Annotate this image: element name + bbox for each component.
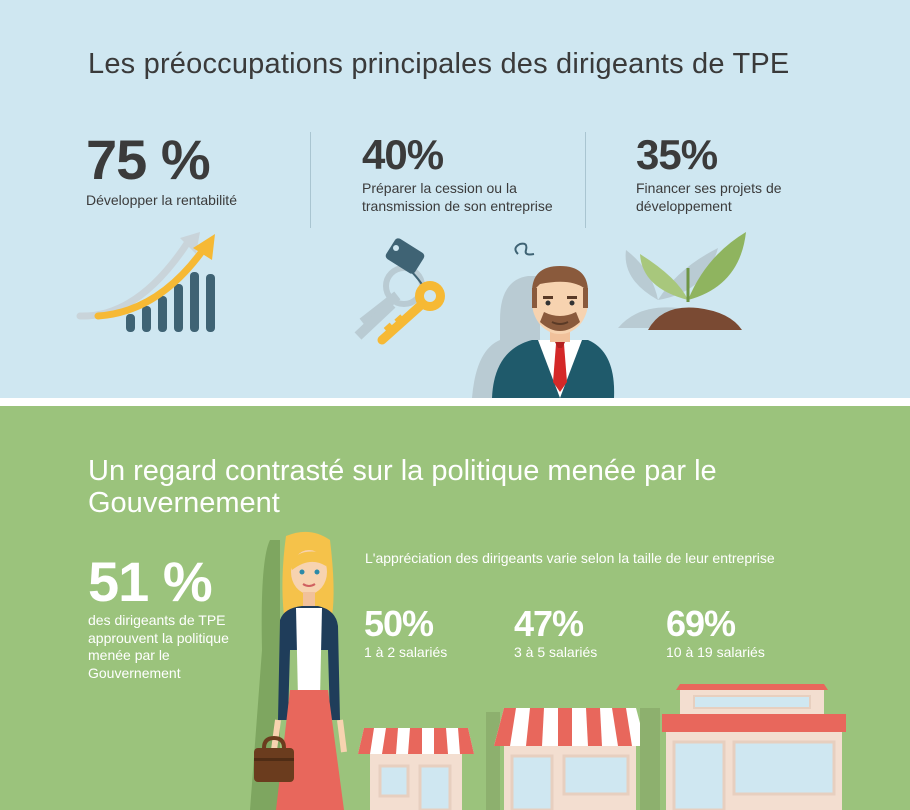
small-shop-icon: [358, 728, 474, 810]
stat-value: 75 %: [86, 128, 211, 191]
stat-label: Développer la rentabilité: [86, 192, 237, 208]
section-title: Les préoccupations principales des dirig…: [88, 48, 790, 80]
section-divider: [0, 398, 910, 406]
keys-icon: [354, 238, 445, 345]
stat-label: Financer ses projets de développement: [636, 180, 782, 214]
stat-value: 69%: [666, 603, 736, 644]
stat-approval: 51 % des dirigeants de TPE approuvent la…: [88, 554, 258, 682]
stat-value: 35%: [636, 131, 718, 178]
stat-size-3-5: 47% 3 à 5 salariés: [514, 606, 644, 662]
sprout-icon: [618, 232, 746, 330]
stat-cession: 40% Préparer la cession ou la transmissi…: [362, 134, 572, 215]
stat-label: des dirigeants de TPE approuvent la poli…: [88, 612, 229, 681]
stat-value: 40%: [362, 131, 444, 178]
stat-value: 47%: [514, 603, 584, 644]
medium-shop-icon: [486, 708, 646, 810]
businessman-icon: [472, 242, 615, 398]
column-divider: [585, 132, 586, 228]
stat-label: 10 à 19 salariés: [666, 644, 765, 660]
growth-chart-icon: [76, 232, 215, 332]
stat-value: 51 %: [88, 550, 213, 613]
stat-label: Préparer la cession ou la transmission d…: [362, 180, 553, 214]
stat-label: 1 à 2 salariés: [364, 644, 448, 660]
stat-size-1-2: 50% 1 à 2 salariés: [364, 606, 494, 662]
concerns-section: Les préoccupations principales des dirig…: [0, 0, 910, 398]
stat-financement: 35% Financer ses projets de développemen…: [636, 134, 836, 215]
stat-value: 50%: [364, 603, 434, 644]
large-shop-icon: [640, 684, 846, 810]
businesswoman-icon: [250, 531, 347, 810]
size-subtitle: L'appréciation des dirigeants varie selo…: [365, 550, 775, 566]
section-title: Un regard contrasté sur la politique men…: [88, 455, 717, 520]
stat-rentabilite: 75 % Développer la rentabilité: [86, 132, 306, 210]
stat-size-10-19: 69% 10 à 19 salariés: [666, 606, 806, 662]
stat-label: 3 à 5 salariés: [514, 644, 598, 660]
column-divider: [310, 132, 311, 228]
